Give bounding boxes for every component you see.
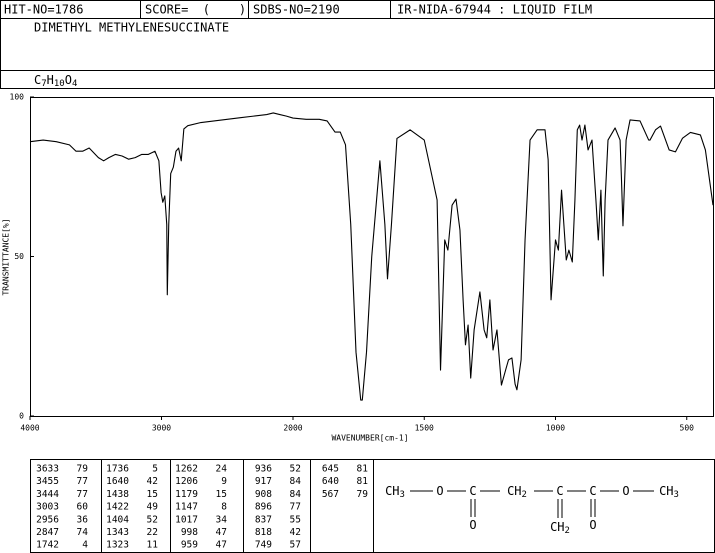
x-tick-label: 3000 (152, 424, 171, 433)
peak-transmittance: 42 (290, 527, 301, 538)
peak-transmittance: 22 (147, 527, 158, 538)
y-tick-label: 0 (19, 412, 24, 421)
x-tick-label: 2000 (283, 424, 302, 433)
atom: CH3 (659, 484, 679, 500)
peak-transmittance: 84 (290, 489, 302, 500)
peak-wavenumber: 1438 (106, 489, 129, 500)
atom: CH2 (550, 520, 570, 536)
peak-transmittance: 81 (357, 476, 369, 487)
peak-wavenumber: 1206 (175, 476, 198, 487)
peak-transmittance: 11 (147, 540, 159, 551)
atom: O (469, 518, 476, 532)
peak-wavenumber: 896 (255, 502, 272, 513)
x-tick-label: 500 (680, 424, 695, 433)
peak-transmittance: 57 (290, 540, 301, 551)
peak-transmittance: 77 (77, 476, 88, 487)
x-tick-label: 1000 (546, 424, 565, 433)
y-axis-label: TRANSMITTANCE[%] (2, 218, 11, 295)
atom: C (556, 484, 563, 498)
peak-wavenumber: 1736 (106, 464, 129, 475)
spectrum-line (29, 112, 714, 401)
peak-transmittance: 52 (290, 464, 301, 475)
atom: CH2 (507, 484, 527, 500)
peak-transmittance: 42 (147, 476, 158, 487)
peak-wavenumber: 1262 (175, 464, 198, 475)
peak-wavenumber: 1179 (175, 489, 198, 500)
peak-wavenumber: 2956 (36, 514, 59, 525)
peak-transmittance: 4 (82, 540, 88, 551)
peak-wavenumber: 3003 (36, 502, 59, 513)
peak-wavenumber: 959 (181, 540, 198, 551)
peak-transmittance: 36 (77, 514, 89, 525)
peak-wavenumber: 837 (255, 514, 272, 525)
peak-transmittance: 49 (147, 502, 159, 513)
peak-wavenumber: 749 (255, 540, 272, 551)
peak-wavenumber: 1323 (106, 540, 129, 551)
peak-wavenumber: 1640 (106, 476, 129, 487)
peak-wavenumber: 645 (322, 464, 339, 475)
peak-wavenumber: 1742 (36, 540, 59, 551)
atom: CH3 (385, 484, 405, 500)
structure-bonds (410, 490, 654, 518)
peak-wavenumber: 1147 (175, 502, 198, 513)
peak-wavenumber: 3455 (36, 476, 59, 487)
peak-transmittance: 55 (290, 514, 301, 525)
peak-wavenumber: 998 (181, 527, 198, 538)
formula: C7H10O4 (34, 73, 77, 89)
atom: O (436, 484, 443, 498)
structure-box (373, 459, 715, 553)
peak-transmittance: 81 (357, 464, 369, 475)
peak-transmittance: 60 (77, 502, 89, 513)
peak-wavenumber: 1422 (106, 502, 129, 513)
x-axis-label: WAVENUMBER[cm-1] (331, 434, 408, 443)
x-tick-label: 4000 (20, 424, 39, 433)
peak-transmittance: 15 (147, 489, 158, 500)
peak-wavenumber: 818 (255, 527, 272, 538)
peak-wavenumber: 640 (322, 476, 339, 487)
y-tick-label: 50 (14, 252, 24, 261)
peak-transmittance: 34 (216, 514, 228, 525)
x-tick-label: 1500 (415, 424, 434, 433)
peak-transmittance: 9 (221, 476, 227, 487)
peak-transmittance: 47 (216, 540, 227, 551)
compound-name: DIMETHYL METHYLENESUCCINATE (34, 21, 229, 35)
peak-wavenumber: 2847 (36, 527, 59, 538)
peak-wavenumber: 3633 (36, 464, 59, 475)
y-tick-label: 100 (10, 93, 25, 102)
peak-wavenumber: 1017 (175, 514, 198, 525)
peak-transmittance: 47 (216, 527, 227, 538)
atom: C (589, 484, 596, 498)
score: SCORE= ( ) (145, 3, 246, 17)
peak-wavenumber: 3444 (36, 489, 59, 500)
peak-transmittance: 52 (147, 514, 158, 525)
peak-transmittance: 8 (221, 502, 227, 513)
peak-transmittance: 79 (77, 464, 89, 475)
peak-wavenumber: 917 (255, 476, 272, 487)
peak-transmittance: 74 (77, 527, 89, 538)
peak-wavenumber: 936 (255, 464, 272, 475)
peak-transmittance: 77 (290, 502, 301, 513)
peak-transmittance: 77 (77, 489, 88, 500)
header-box (0, 0, 715, 89)
peak-wavenumber: 1343 (106, 527, 129, 538)
hit-no: HIT-NO=1786 (4, 3, 83, 17)
peak-transmittance: 15 (216, 489, 227, 500)
atom: O (589, 518, 596, 532)
peak-transmittance: 79 (357, 489, 369, 500)
atom: C (469, 484, 476, 498)
peak-wavenumber: 567 (322, 489, 339, 500)
peak-wavenumber: 1404 (106, 514, 129, 525)
peak-transmittance: 5 (152, 464, 158, 475)
peak-wavenumber: 908 (255, 489, 272, 500)
method: IR-NIDA-67944 : LIQUID FILM (397, 3, 592, 17)
sdbs-no: SDBS-NO=2190 (253, 3, 340, 17)
peak-transmittance: 24 (216, 464, 228, 475)
peak-transmittance: 84 (290, 476, 302, 487)
atom: O (622, 484, 629, 498)
